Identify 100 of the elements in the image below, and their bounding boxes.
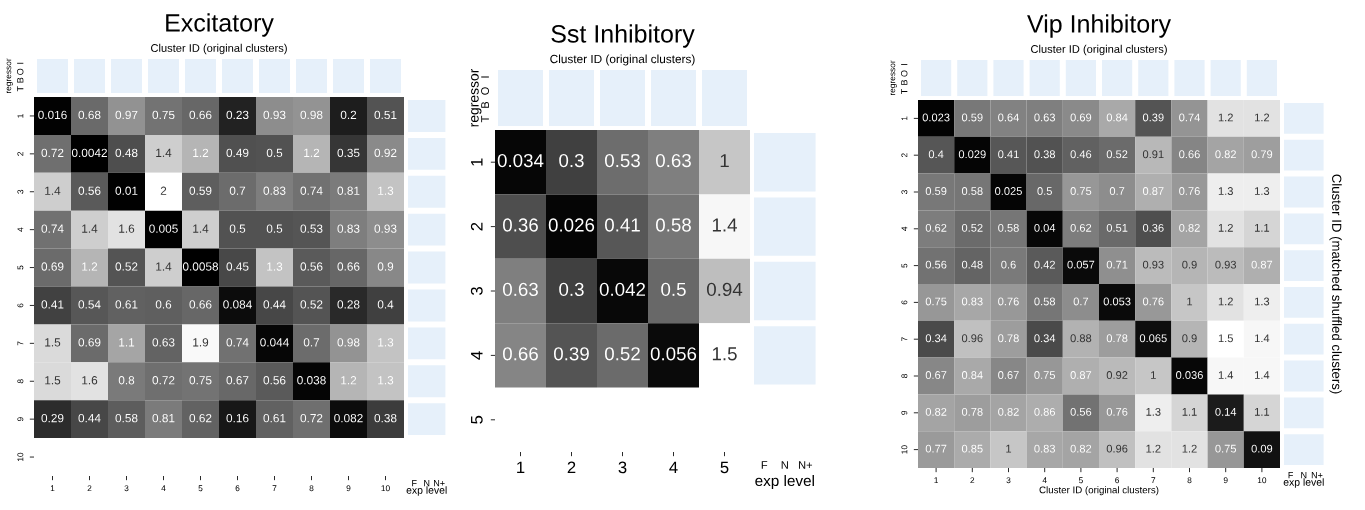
y-tick-label: 6	[901, 300, 908, 305]
data-label: 0.93	[1215, 260, 1237, 269]
data-label: 0.93	[1142, 260, 1164, 269]
data-label: 0.75	[925, 297, 947, 306]
data-label: 0.66	[502, 347, 538, 361]
data-label: 0.86	[1034, 407, 1056, 416]
y-tick-label: 7	[17, 341, 24, 346]
data-label: 0.74	[300, 186, 323, 195]
data-label: 0.59	[189, 186, 212, 195]
data-label: 1.2	[82, 262, 98, 271]
data-label: 1.4	[1255, 334, 1270, 343]
data-label: 0.053	[1103, 297, 1131, 306]
data-label: 1.3	[378, 186, 394, 195]
data-label: 0.34	[1034, 334, 1056, 343]
y-tick-label: 1	[471, 158, 483, 166]
data-label: 1.2	[1146, 444, 1161, 453]
x-tick-label: 4	[1042, 477, 1047, 484]
data-label: 0.52	[604, 347, 640, 361]
y-tick-label: 6	[17, 303, 24, 308]
data-label: 0.36	[502, 218, 538, 232]
data-label: 0.82	[1215, 150, 1236, 159]
data-label: 0.5	[266, 224, 283, 233]
data-label: 1.4	[193, 224, 209, 233]
data-label: 0.56	[263, 376, 286, 385]
data-label: 0.74	[41, 224, 64, 233]
data-label: 0.94	[706, 282, 743, 297]
y-tick-label: 1	[901, 116, 908, 121]
data-label: 0.42	[1034, 260, 1055, 269]
data-label: 0.48	[115, 148, 138, 158]
data-label: 0.66	[337, 262, 360, 271]
data-label: 1	[720, 154, 729, 168]
text: exp level	[1283, 478, 1324, 488]
data-label: 0.63	[152, 338, 175, 347]
x-tick-label: 3	[124, 485, 129, 492]
data-label: 0.52	[961, 223, 983, 232]
x-tick-label: 2	[970, 477, 975, 484]
data-label: 0.56	[78, 186, 101, 195]
data-label: 0.036	[1176, 371, 1203, 379]
data-label: 0.065	[1139, 334, 1167, 343]
data-label: 0.044	[260, 338, 289, 347]
data-label: 0.005	[149, 224, 178, 233]
data-label: 0.75	[1034, 371, 1056, 379]
y-tick-label: 3	[470, 287, 483, 295]
data-label: 0.61	[263, 413, 286, 423]
data-label: 0.038	[297, 376, 326, 385]
data-label: 2	[160, 186, 167, 195]
data-label: 1.2	[1218, 297, 1233, 306]
data-label: 0.83	[337, 224, 360, 233]
text: N+	[798, 461, 813, 469]
x-tick-label: 6	[235, 485, 240, 492]
data-label: 0.81	[337, 186, 360, 195]
data-label: 0.83	[263, 186, 286, 195]
data-label: 0.69	[41, 262, 64, 271]
x2-axis-title: Cluster ID (original clusters)	[1031, 44, 1167, 56]
x-tick-label: 2	[567, 461, 576, 474]
data-label: 1.3	[1255, 297, 1270, 306]
data-label: 0.026	[548, 218, 595, 232]
x-tick-label: 8	[309, 485, 314, 492]
data-label: 0.35	[337, 148, 360, 158]
data-label: 0.98	[300, 110, 323, 120]
data-label: 0.87	[1251, 260, 1273, 269]
data-label: 0.59	[925, 187, 947, 195]
data-label: 0.52	[115, 262, 138, 271]
y-tick-label: 4	[901, 226, 908, 231]
data-label: 0.72	[300, 413, 323, 423]
data-label: 0.38	[374, 413, 397, 423]
data-label: 0.82	[1070, 444, 1092, 453]
y-tick-label: 4	[17, 227, 24, 232]
y-tick-label: 2	[901, 153, 908, 158]
data-label: 1.5	[1218, 334, 1233, 343]
data-label: 0.75	[1070, 187, 1092, 195]
text: B	[481, 101, 489, 108]
data-label: 1.9	[193, 338, 209, 347]
data-label: 0.83	[1034, 444, 1056, 453]
data-label: 0.34	[925, 334, 947, 343]
data-label: 0.82	[925, 407, 947, 416]
data-label: 0.7	[1109, 187, 1125, 195]
data-label: 0.4	[377, 300, 394, 309]
data-label: 0.63	[1034, 113, 1056, 122]
data-label: 0.41	[41, 300, 64, 309]
data-label: 1.6	[82, 376, 98, 385]
data-label: 0.67	[925, 371, 947, 379]
data-label: 1.2	[193, 148, 209, 157]
y-tick-label: 3	[901, 190, 908, 194]
text: regressor	[6, 58, 13, 94]
data-label: 0.51	[1106, 223, 1128, 232]
y-tick-label: 9	[901, 410, 908, 415]
chart-title: Sst Inhibitory	[551, 24, 695, 48]
data-label: 0.04	[1034, 223, 1056, 232]
text: F	[1288, 472, 1293, 479]
data-label: 0.76	[1142, 297, 1164, 306]
data-label: 0.58	[961, 187, 983, 195]
x-tick-label: 4	[669, 461, 678, 474]
data-label: 0.54	[78, 300, 101, 309]
data-label: 1.4	[1218, 371, 1234, 379]
text: regressor	[471, 68, 482, 127]
data-label: 0.0042	[71, 148, 107, 158]
text: N+	[1311, 472, 1323, 479]
data-label: 0.084	[223, 300, 252, 309]
data-label: 0.41	[998, 150, 1019, 159]
